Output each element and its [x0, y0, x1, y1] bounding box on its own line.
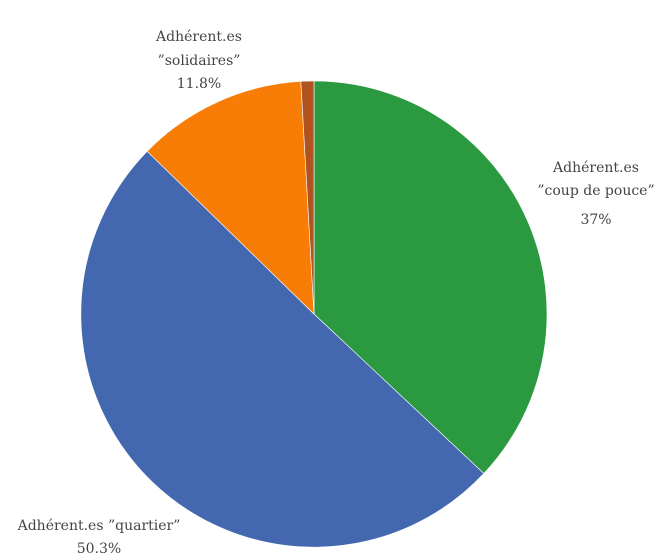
label-coup-value: 37%: [580, 212, 611, 228]
label-coup-line1: Adhérent.es: [552, 160, 639, 176]
pie-slice-solidaires: [146, 81, 315, 315]
pie-slice-other: [300, 80, 315, 315]
label-solidaires-value: 11.8%: [177, 76, 221, 92]
label-solidaires-line1: Adhérent.es: [155, 29, 242, 45]
pie-slice-quartier: [80, 150, 485, 548]
label-quartier-line1: Adhérent.es ”quartier”: [17, 518, 181, 534]
label-solidaires-line2: ”solidaires”: [158, 53, 241, 69]
pie-slice-coup: [313, 80, 548, 474]
label-coup-line2: ”coup de pouce”: [537, 183, 654, 199]
label-quartier-value: 50.3%: [77, 541, 121, 557]
pie-slices: [80, 80, 548, 548]
